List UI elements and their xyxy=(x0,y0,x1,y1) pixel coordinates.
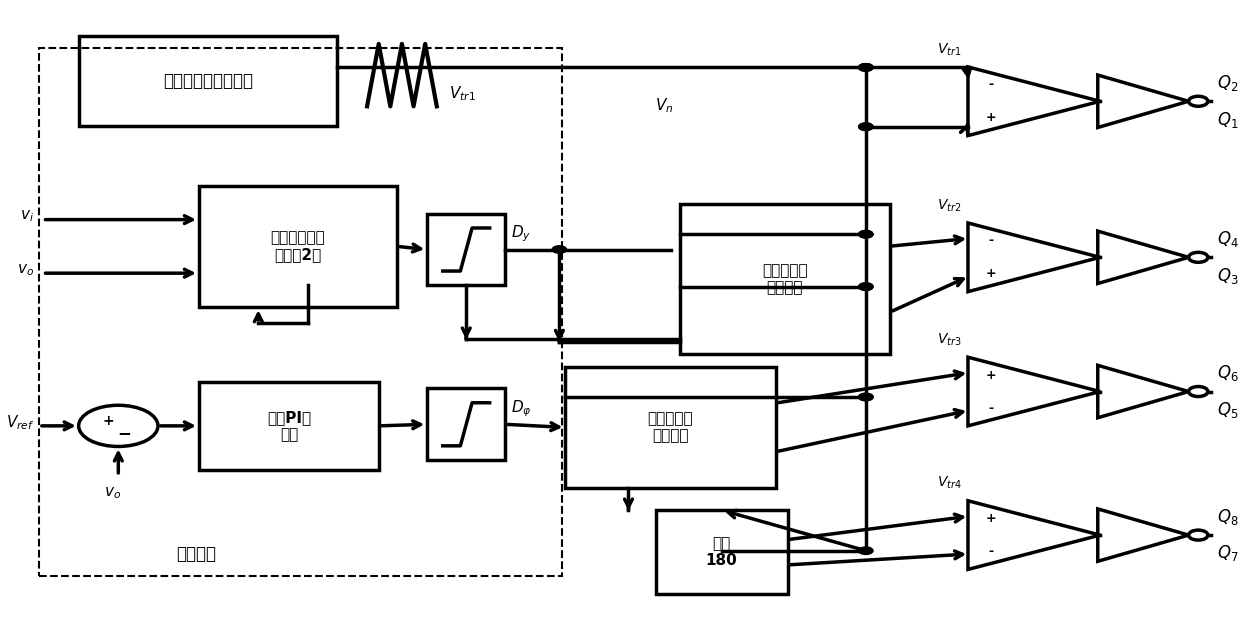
Bar xyxy=(565,367,776,488)
Text: −: − xyxy=(118,424,131,442)
Text: $D_y$: $D_y$ xyxy=(511,224,532,244)
Text: $Q_6$: $Q_6$ xyxy=(1218,363,1239,383)
Text: 控制框图: 控制框图 xyxy=(176,545,216,563)
Text: $Q_3$: $Q_3$ xyxy=(1218,266,1239,286)
Text: -: - xyxy=(988,78,993,92)
Circle shape xyxy=(552,246,567,253)
Text: +: + xyxy=(986,512,997,525)
Bar xyxy=(427,214,505,285)
Text: 载波桥内移
相控制器: 载波桥内移 相控制器 xyxy=(761,263,807,295)
Text: $Q_5$: $Q_5$ xyxy=(1218,400,1239,420)
Text: $V_{tr1}$: $V_{tr1}$ xyxy=(449,85,475,103)
Text: 数字PI调
节器: 数字PI调 节器 xyxy=(267,409,311,442)
Circle shape xyxy=(858,231,873,238)
Circle shape xyxy=(858,123,873,130)
Text: $V_{tr2}$: $V_{tr2}$ xyxy=(937,198,962,214)
Bar xyxy=(198,382,379,470)
Text: $D_\varphi$: $D_\varphi$ xyxy=(511,398,532,419)
Circle shape xyxy=(858,283,873,290)
Circle shape xyxy=(858,283,873,290)
Text: +: + xyxy=(986,267,997,280)
Circle shape xyxy=(858,64,873,71)
Text: 移相
180: 移相 180 xyxy=(706,536,738,569)
Circle shape xyxy=(858,231,873,238)
Bar xyxy=(78,36,337,126)
Text: +: + xyxy=(986,369,997,382)
Circle shape xyxy=(858,393,873,401)
Text: $Q_7$: $Q_7$ xyxy=(1218,544,1239,564)
Text: $v_o$: $v_o$ xyxy=(17,262,35,278)
Text: $Q_1$: $Q_1$ xyxy=(1218,110,1239,130)
Text: $v_o$: $v_o$ xyxy=(104,485,120,501)
Circle shape xyxy=(858,547,873,554)
Circle shape xyxy=(858,393,873,401)
Text: -: - xyxy=(988,545,993,558)
Text: 基准数字载波发生器: 基准数字载波发生器 xyxy=(162,72,253,90)
Text: 桥内移相计算
器（式2）: 桥内移相计算 器（式2） xyxy=(270,230,325,263)
Text: -: - xyxy=(988,234,993,247)
Text: $V_n$: $V_n$ xyxy=(655,97,673,115)
Text: +: + xyxy=(986,111,997,124)
Text: $V_{tr3}$: $V_{tr3}$ xyxy=(937,332,962,348)
Text: $Q_4$: $Q_4$ xyxy=(1218,229,1239,249)
Bar xyxy=(680,204,890,354)
Circle shape xyxy=(858,64,873,71)
Text: $V_{ref}$: $V_{ref}$ xyxy=(6,413,35,432)
Bar xyxy=(38,48,562,576)
Text: -: - xyxy=(988,401,993,414)
Text: $V_{tr4}$: $V_{tr4}$ xyxy=(937,475,962,492)
Text: +: + xyxy=(103,414,114,428)
Text: 副边载波移
相控制器: 副边载波移 相控制器 xyxy=(647,411,693,444)
Text: $Q_8$: $Q_8$ xyxy=(1218,507,1239,527)
Text: $V_{tr1}$: $V_{tr1}$ xyxy=(937,41,962,58)
Bar xyxy=(656,510,787,594)
Bar xyxy=(198,186,397,307)
Text: $Q_2$: $Q_2$ xyxy=(1218,73,1239,93)
Bar xyxy=(427,388,505,460)
Text: $v_i$: $v_i$ xyxy=(20,209,35,224)
Circle shape xyxy=(858,64,873,71)
Circle shape xyxy=(858,123,873,130)
